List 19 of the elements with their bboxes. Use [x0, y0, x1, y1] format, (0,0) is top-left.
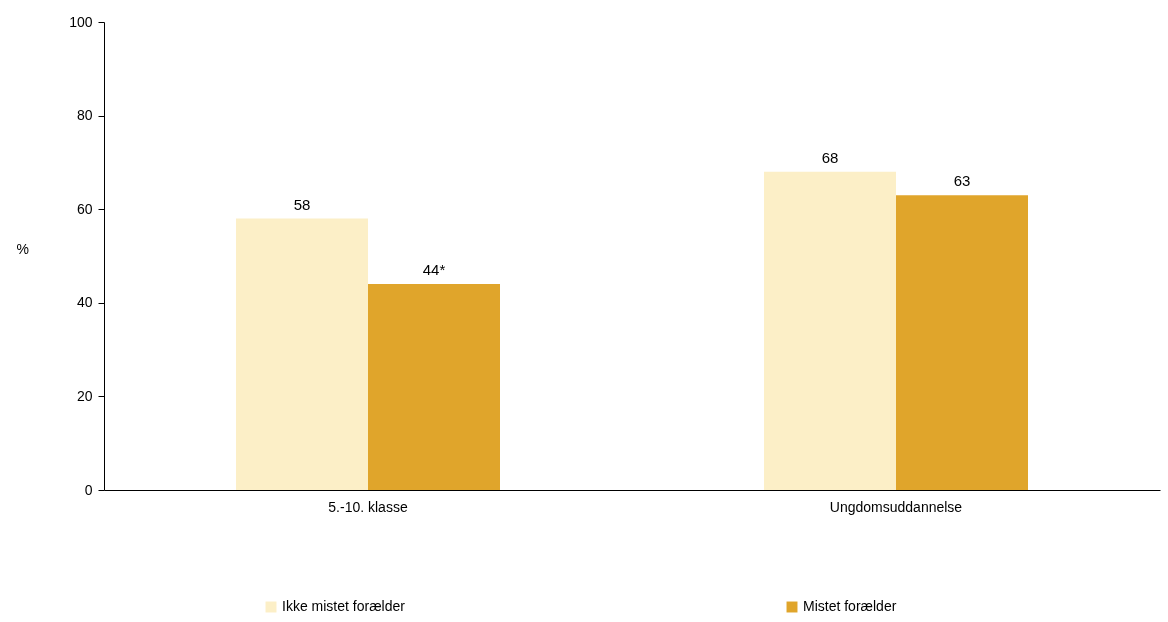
- y-tick-label: 40: [76, 294, 93, 311]
- data-label: 44*: [422, 261, 446, 279]
- y-tick-label: 20: [76, 387, 93, 404]
- bar: [764, 171, 896, 490]
- legend-label: Mistet forælder: [803, 598, 897, 614]
- y-tick-label: 100: [69, 13, 93, 30]
- x-tick-label: 5.-10. klasse: [328, 498, 408, 515]
- data-label: 58: [293, 195, 311, 213]
- x-tick-label: Ungdomsuddannelse: [829, 498, 963, 515]
- y-tick-label: 0: [84, 481, 93, 498]
- bar: [896, 195, 1028, 490]
- y-axis-title: %: [16, 240, 29, 257]
- bar: [368, 284, 500, 490]
- legend-label: Ikke mistet forælder: [282, 598, 406, 614]
- data-label: 63: [953, 172, 971, 190]
- y-tick-label: 60: [76, 200, 93, 217]
- bar: [236, 218, 368, 490]
- data-label: 68: [821, 148, 839, 166]
- y-tick-label: 80: [76, 107, 93, 124]
